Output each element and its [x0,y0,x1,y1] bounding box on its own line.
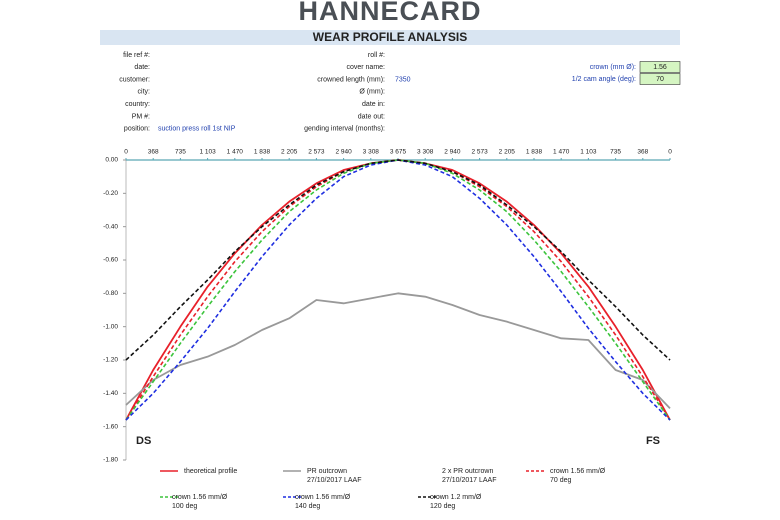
annotation: DS [136,435,151,447]
legend-label: PR outcrown 27/10/2017 LAAF [307,468,362,484]
y-tick-label: -0.80 [103,290,118,297]
legend-label: crown 1.2 mm/Ø 120 deg [430,494,482,510]
y-tick-label: -0.20 [103,190,118,197]
y-tick-label: -1.20 [103,357,118,364]
field-label: date in: [362,101,385,108]
x-tick-label: 1 103 [199,149,216,156]
field-label: date out: [358,113,385,120]
y-tick-label: -1.80 [103,457,118,464]
field-label: cover name: [346,64,385,71]
y-tick-label: -0.60 [103,257,118,264]
x-tick-label: 368 [637,149,648,156]
y-tick-label: -1.40 [103,390,118,397]
field-label: PM #: [132,113,150,120]
field-label: crowned length (mm): [317,76,385,83]
field-label: country: [125,101,150,108]
field-label: date: [134,64,150,71]
x-tick-label: 1 470 [227,149,244,156]
x-tick-label: 2 940 [444,149,461,156]
value-box [639,73,681,85]
x-tick-label: 3 308 [417,149,434,156]
legend-label: crown 1.56 mm/Ø 140 deg [295,494,351,510]
x-tick-label: 2 205 [281,149,298,156]
x-tick-label: 2 205 [499,149,516,156]
x-tick-label: 1 838 [254,149,271,156]
x-tick-label: 735 [610,149,621,156]
legend-label: 2 x PR outcrown 27/10/2017 LAAF [442,468,497,484]
series-line [125,159,671,421]
x-tick-label: 0 [668,149,672,156]
field-label: city: [138,89,151,96]
series-line [125,159,671,421]
x-tick-label: 2 573 [308,149,325,156]
field-value: 70 [656,76,664,83]
x-tick-label: 3 308 [363,149,380,156]
x-tick-label: 2 573 [471,149,488,156]
value-box [639,61,681,73]
series-line [125,159,671,361]
field-label: 1/2 cam angle (deg): [572,76,636,83]
annotation: FS [646,435,660,447]
field-value: 1.56 [653,64,667,71]
field-label: Ø (mm): [359,89,385,96]
legend-label: crown 1.56 mm/Ø 70 deg [550,468,606,484]
series-line [125,292,671,409]
page-title: WEAR PROFILE ANALYSIS [313,30,467,44]
x-tick-label: 3 675 [390,149,407,156]
field-label: file ref #: [123,52,150,59]
series-line [125,159,671,421]
x-tick-label: 735 [175,149,186,156]
field-value: 7350 [395,76,411,83]
x-tick-label: 2 940 [335,149,352,156]
legend-label: crown 1.56 mm/Ø 100 deg [172,494,228,510]
x-tick-label: 0 [124,149,128,156]
x-tick-label: 1 470 [553,149,570,156]
field-label: position: [124,126,150,133]
y-tick-label: 0.00 [105,157,118,164]
y-tick-label: -1.00 [103,323,118,330]
field-label: crown (mm Ø): [590,64,636,71]
field-label: roll #: [368,52,385,59]
logo: HANNECARD [299,0,482,26]
field-label: gending interval (months): [304,126,385,133]
y-tick-label: -1.60 [103,423,118,430]
legend-label: theoretical profile [184,468,237,475]
title-bar [100,30,680,45]
field-value: suction press roll 1st NIP [158,126,236,133]
y-tick-label: -0.40 [103,223,118,230]
x-tick-label: 1 838 [526,149,543,156]
series-line [125,159,671,421]
x-tick-label: 368 [148,149,159,156]
field-label: customer: [119,76,150,83]
x-tick-label: 1 103 [580,149,597,156]
